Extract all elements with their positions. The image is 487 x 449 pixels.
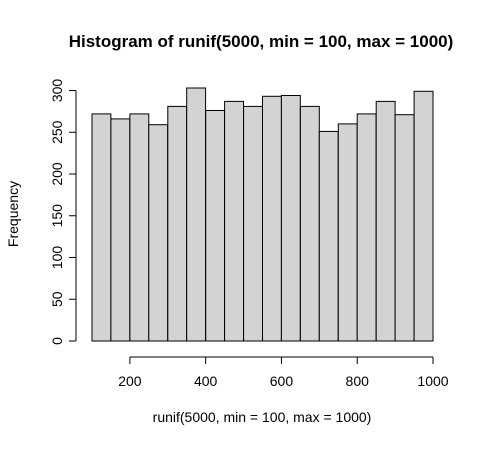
- histogram-bar-10: [280, 95, 301, 342]
- histogram-bar-7: [224, 100, 245, 342]
- histogram-bar-9: [262, 95, 282, 342]
- histogram-bar-4: [167, 105, 188, 342]
- y-tick-label: 50: [49, 291, 65, 307]
- x-tick-label: 800: [346, 373, 370, 389]
- bars-group: [91, 87, 434, 342]
- y-tick-label: 250: [49, 120, 65, 144]
- histogram-bar-6: [205, 110, 226, 342]
- histogram-bar-14: [356, 113, 377, 342]
- histogram-bar-5: [186, 87, 207, 342]
- y-tick-label: 100: [49, 246, 65, 270]
- histogram-bar-16: [394, 114, 415, 342]
- histogram-bar-3: [148, 124, 169, 342]
- histogram-bar-17: [413, 90, 434, 342]
- y-tick-label: 300: [49, 79, 65, 103]
- histogram-bar-1: [110, 118, 131, 342]
- histogram-bar-2: [129, 113, 150, 342]
- y-axis: 0 50 100 150 200 250 300: [49, 79, 77, 345]
- x-axis-label: runif(5000, min = 100, max = 1000): [153, 409, 372, 425]
- x-tick-label: 200: [118, 373, 142, 389]
- y-tick-label: 200: [49, 162, 65, 186]
- histogram-bar-11: [299, 105, 320, 342]
- y-tick-label: 150: [49, 204, 65, 228]
- x-axis: 200 400 600 800 1000: [118, 356, 449, 389]
- y-tick-label: 0: [49, 337, 65, 345]
- histogram-bar-13: [337, 123, 358, 342]
- histogram-bar-8: [243, 105, 264, 342]
- x-tick-label: 600: [270, 373, 294, 389]
- y-axis-label: Frequency: [5, 181, 21, 247]
- x-tick-label: 1000: [417, 373, 448, 389]
- x-tick-label: 400: [194, 373, 218, 389]
- histogram-bar-12: [318, 130, 339, 342]
- chart-title: Histogram of runif(5000, min = 100, max …: [69, 32, 454, 51]
- histogram-bar-15: [375, 100, 396, 342]
- histogram-bar-0: [91, 113, 112, 342]
